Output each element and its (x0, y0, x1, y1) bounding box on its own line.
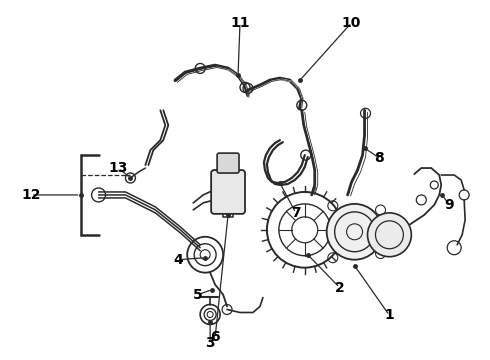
Text: 7: 7 (291, 206, 301, 220)
FancyBboxPatch shape (211, 170, 245, 214)
Text: 10: 10 (342, 15, 361, 30)
Text: 2: 2 (335, 280, 344, 294)
Text: 1: 1 (385, 309, 394, 323)
Text: 13: 13 (109, 161, 128, 175)
Text: 11: 11 (230, 15, 250, 30)
Text: 5: 5 (194, 288, 203, 302)
Text: 4: 4 (173, 253, 183, 267)
FancyBboxPatch shape (217, 153, 239, 173)
Text: 9: 9 (444, 198, 454, 212)
Text: 6: 6 (210, 330, 220, 345)
Text: 3: 3 (205, 336, 215, 350)
Circle shape (327, 204, 383, 260)
Text: 8: 8 (374, 151, 384, 165)
Text: 12: 12 (21, 188, 41, 202)
Circle shape (368, 213, 412, 257)
